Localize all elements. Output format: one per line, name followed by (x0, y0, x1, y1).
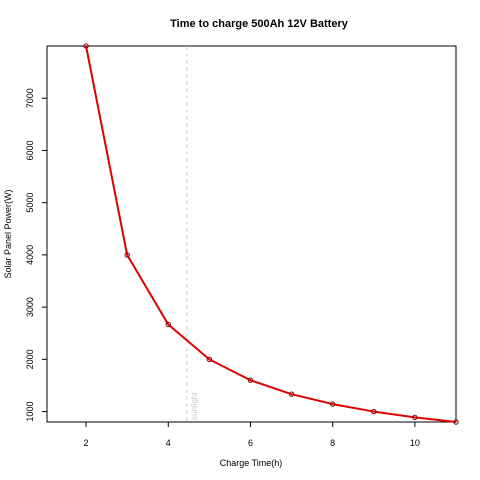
y-tick-label: 2000 (25, 349, 35, 369)
x-tick-label: 4 (166, 438, 171, 448)
x-tick-label: 6 (248, 438, 253, 448)
data-point (83, 43, 89, 49)
x-tick-label: 2 (84, 438, 89, 448)
reference-line-group: sunlight (186, 46, 199, 422)
data-point (371, 408, 377, 415)
data-point (412, 414, 418, 421)
y-tick-label: 5000 (25, 193, 35, 213)
y-tick-label: 1000 (25, 402, 35, 422)
data-point (288, 391, 295, 397)
data-point (206, 356, 213, 363)
data-point (453, 419, 459, 425)
data-point (165, 321, 171, 328)
x-tick-label: 8 (330, 438, 335, 448)
y-tick-label: 4000 (25, 245, 35, 265)
series-line (85, 45, 457, 423)
y-tick-label: 7000 (25, 88, 35, 108)
data-point (247, 377, 254, 383)
reference-line-label: sunlight (190, 392, 199, 420)
series-group (83, 43, 459, 425)
chart-title: Time to charge 500Ah 12V Battery (170, 18, 349, 30)
data-point (124, 252, 130, 258)
y-axis-title: Solar Panel Power(W) (3, 189, 13, 278)
data-point (329, 401, 336, 407)
y-axis: 1000 2000 3000 4000 5000 6000 7000 (25, 88, 47, 422)
x-axis: 2 4 6 8 10 (84, 422, 420, 448)
x-tick-label: 10 (410, 438, 420, 448)
plot-area (46, 45, 457, 423)
y-tick-label: 6000 (25, 140, 35, 160)
y-tick-label: 3000 (25, 297, 35, 317)
x-axis-title: Charge Time(h) (220, 458, 283, 468)
